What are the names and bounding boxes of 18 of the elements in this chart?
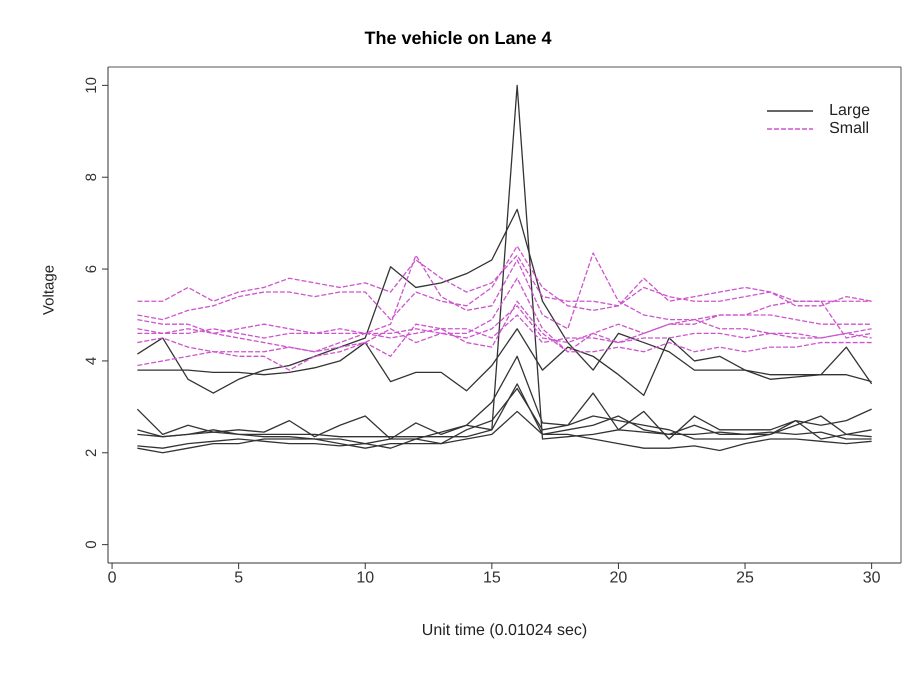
x-tick-label: 0 <box>108 569 117 586</box>
y-tick-label: 6 <box>83 264 100 274</box>
y-axis-title: Voltage <box>40 264 58 315</box>
y-tick-label: 8 <box>83 173 100 182</box>
y-tick-label: 0 <box>83 540 100 549</box>
legend-label: Small <box>829 120 870 138</box>
chart-title: The vehicle on Lane 4 <box>363 28 553 49</box>
x-tick-label: 15 <box>482 569 501 586</box>
x-tick-label: 20 <box>610 569 628 586</box>
x-tick-label: 25 <box>736 569 754 586</box>
x-tick-label: 30 <box>862 569 881 586</box>
x-axis-title: Unit time (0.01024 sec) <box>422 622 588 639</box>
x-tick-label: 5 <box>234 569 244 586</box>
y-tick-label: 4 <box>83 356 100 366</box>
x-tick-label: 10 <box>356 569 374 586</box>
y-tick-label: 10 <box>83 77 100 94</box>
legend-label: Large <box>829 102 870 120</box>
y-tick-label: 2 <box>83 448 100 457</box>
